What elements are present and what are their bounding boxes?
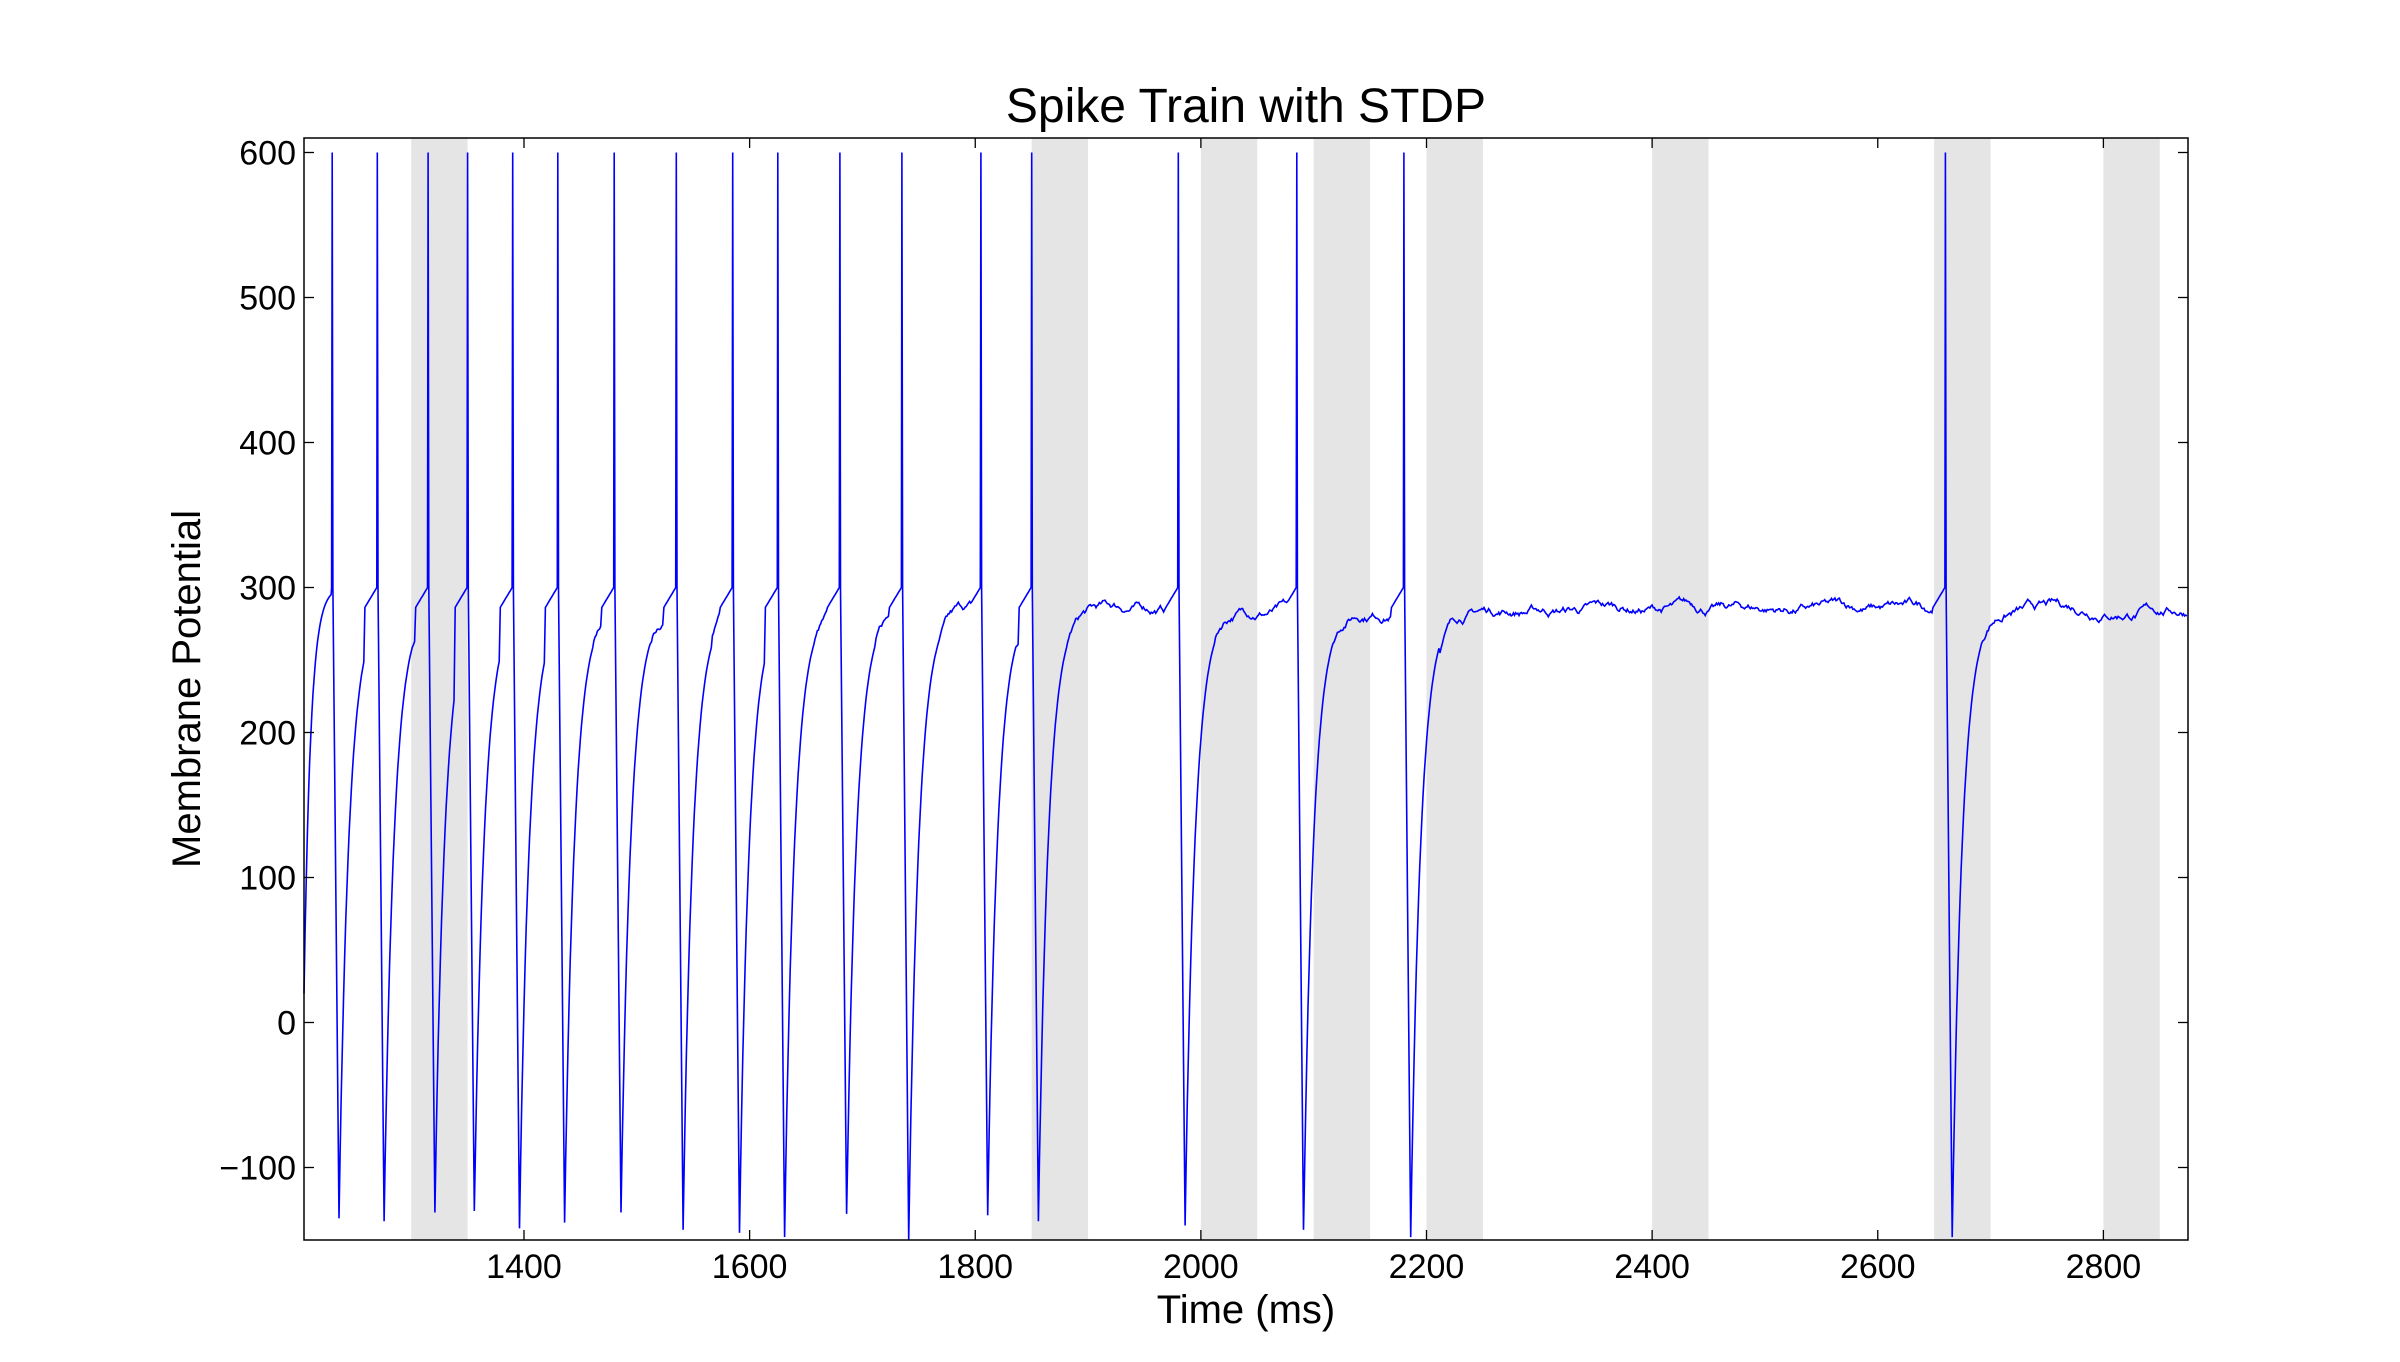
x-tick-label: 2600 [1840, 1248, 1916, 1286]
trace-layer [303, 152, 2188, 1241]
chart-title: Spike Train with STDP [1006, 80, 1486, 133]
y-tick-label: −100 [219, 1150, 296, 1188]
y-tick-labels: −100 0 100 200 300 400 500 600 [219, 135, 296, 1188]
y-tick-label: 0 [277, 1005, 296, 1043]
y-tick-label: 200 [239, 715, 296, 753]
stimulus-band-2 [1200, 138, 1258, 1240]
x-tick-label: 2800 [2066, 1248, 2142, 1286]
y-tick-label: 100 [239, 860, 296, 898]
y-tick-label: 300 [239, 570, 296, 608]
x-tick-labels: 1400 1600 1800 2000 2200 2400 2600 2800 [486, 1248, 2141, 1286]
stimulus-shading-layer [411, 138, 2160, 1240]
y-tick-label: 500 [239, 280, 296, 318]
stimulus-band-0 [411, 138, 468, 1240]
stimulus-band-5 [1652, 138, 1709, 1240]
plot-frame [303, 137, 2189, 1241]
x-tick-label: 2000 [1163, 1248, 1239, 1286]
x-tick-label: 1400 [486, 1248, 562, 1286]
x-axis-label: Time (ms) [1157, 1288, 1335, 1332]
x-tick-label: 1600 [712, 1248, 788, 1286]
y-tick-label: 600 [239, 135, 296, 173]
y-tick-label: 400 [239, 425, 296, 463]
stimulus-band-3 [1313, 138, 1371, 1240]
stimulus-band-4 [1426, 138, 1483, 1240]
stimulus-band-6 [1934, 138, 1991, 1240]
stimulus-band-7 [2103, 138, 2160, 1240]
membrane-potential-trace [303, 152, 2188, 1241]
tick-layer [304, 138, 2188, 1240]
x-tick-label: 2400 [1614, 1248, 1690, 1286]
x-tick-label: 1800 [937, 1248, 1013, 1286]
x-tick-label: 2200 [1389, 1248, 1465, 1286]
y-axis-label: Membrane Potential [165, 510, 209, 868]
